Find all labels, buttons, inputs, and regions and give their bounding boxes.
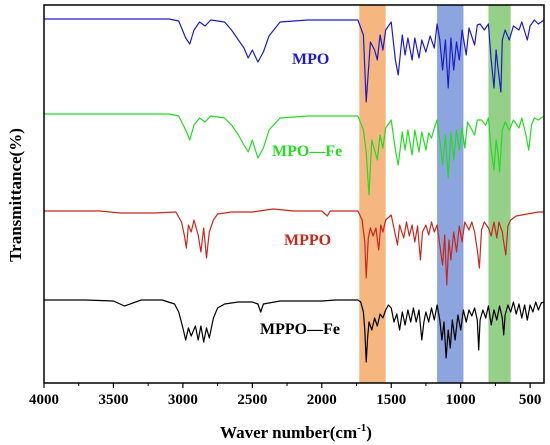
x-tick-label: 2500 bbox=[237, 392, 267, 408]
x-axis-title-main: Waver number(cm bbox=[220, 423, 357, 442]
series-label-mppo: MPPO bbox=[284, 232, 331, 249]
x-tick-label: 3000 bbox=[168, 392, 198, 408]
series-line-2 bbox=[44, 208, 544, 286]
x-tick-label: 3500 bbox=[98, 392, 128, 408]
series-label-mpo: MPO bbox=[292, 51, 329, 68]
x-tick-label: 2000 bbox=[307, 392, 337, 408]
x-tick-label: 500 bbox=[519, 392, 542, 408]
plot-frame bbox=[43, 4, 545, 384]
x-axis-title-close: ) bbox=[366, 423, 372, 442]
series-label-mppo-fe: MPPO—Fe bbox=[260, 321, 340, 338]
x-tick-label: 4000 bbox=[29, 392, 59, 408]
x-axis-title-sup: -1 bbox=[357, 422, 366, 434]
series-layer bbox=[44, 18, 545, 363]
series-line-0 bbox=[44, 18, 545, 103]
series-label-mpo-fe: MPO—Fe bbox=[272, 143, 342, 160]
y-axis-title: Transmittance(%) bbox=[6, 128, 25, 262]
green-band bbox=[488, 5, 511, 383]
x-tick-label: 1500 bbox=[376, 392, 406, 408]
x-ticks: 4000 3500 3000 2500 2000 1500 1000 500 bbox=[29, 383, 541, 408]
series-line-3 bbox=[44, 299, 545, 363]
x-axis-title: Waver number(cm-1) bbox=[220, 422, 372, 442]
x-tick-label: 1000 bbox=[446, 392, 476, 408]
highlight-bands bbox=[359, 5, 511, 383]
series-line-1 bbox=[44, 113, 545, 196]
